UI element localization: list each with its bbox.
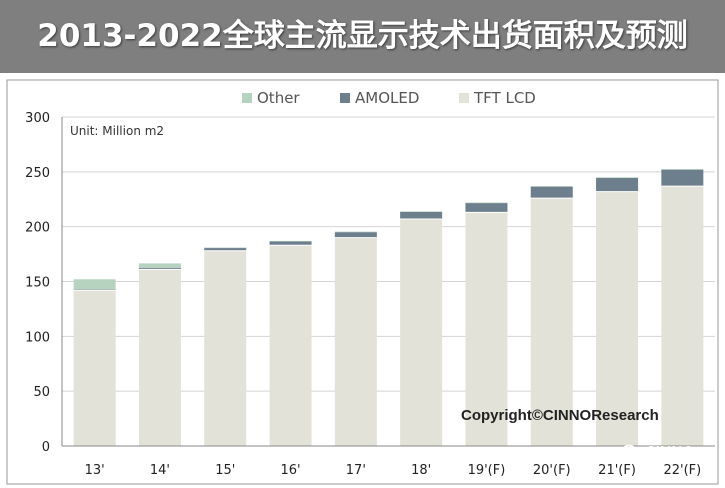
bar-other (661, 169, 704, 170)
bar-amoled (334, 232, 377, 238)
x-tick-label: 17' (346, 463, 366, 478)
x-tick-label: 15' (215, 463, 235, 478)
y-tick-label: 200 (25, 221, 50, 236)
x-tick-label: 14' (150, 463, 170, 478)
bar-amoled (204, 248, 247, 251)
x-tick-label: 18' (411, 463, 431, 478)
bar-other (334, 231, 377, 233)
bar-other (138, 263, 181, 268)
x-tick-label: 20'(F) (533, 463, 571, 478)
x-tick-label: 16' (280, 463, 300, 478)
bar-other (465, 202, 508, 204)
bar-other (269, 240, 312, 242)
unit-label: Unit: Million m2 (70, 124, 164, 138)
bar-amoled (138, 267, 181, 270)
plot-frame (6, 79, 719, 485)
x-tick-label: 21'(F) (598, 463, 636, 478)
bar-amoled (269, 241, 312, 246)
bar-other (596, 177, 639, 178)
bar-other (73, 279, 116, 290)
y-tick-label: 250 (25, 166, 50, 181)
bar-amoled (530, 186, 573, 199)
bar-other (400, 211, 443, 212)
x-axis: 13' 14' 15' 16' 17' 18' 19'(F) 20'(F) 21'(F) 22'(… (62, 445, 715, 478)
legend-label: TFT LCD (473, 89, 536, 107)
y-tick-label: 50 (33, 385, 50, 400)
legend-swatch (242, 93, 252, 103)
legend-label: Other (257, 89, 300, 107)
title-bar (0, 0, 725, 73)
bar-amoled (400, 211, 443, 219)
bar-tft-lcd (530, 198, 573, 446)
bar-amoled (465, 203, 508, 213)
bar-amoled (596, 177, 639, 192)
chart-title: 2013-2022全球主流显示技术出货面积及预测 (37, 18, 688, 54)
bars (73, 169, 704, 446)
y-axis: 0 50 100 150 200 250 300 (25, 111, 63, 455)
bar-tft-lcd (661, 186, 704, 446)
bar-tft-lcd (400, 218, 443, 446)
legend-label: AMOLED (355, 89, 419, 107)
bar-other (530, 186, 573, 187)
bar-tft-lcd (269, 245, 312, 446)
bar-tft-lcd (465, 212, 508, 446)
bar-tft-lcd (334, 237, 377, 446)
x-tick-label: 22'(F) (663, 463, 701, 478)
y-tick-label: 150 (25, 276, 50, 291)
copyright-text: Copyright©CINNOResearch (461, 407, 659, 424)
wechat-icon (621, 444, 642, 461)
bar-tft-lcd (596, 191, 639, 446)
x-tick-label: 19'(F) (468, 463, 506, 478)
bar-other (204, 247, 247, 249)
legend-swatch (459, 93, 469, 103)
bar-tft-lcd (138, 269, 181, 446)
bar-tft-lcd (204, 250, 247, 446)
y-tick-label: 100 (25, 330, 50, 345)
watermark: CINNO (621, 443, 694, 461)
bar-amoled (73, 289, 116, 291)
watermark-text: CINNO (645, 443, 694, 461)
bar-amoled (661, 169, 704, 187)
y-tick-label: 300 (25, 111, 50, 126)
bar-tft-lcd (73, 290, 116, 446)
legend-swatch (340, 93, 350, 103)
x-tick-label: 13' (85, 463, 105, 478)
y-tick-label: 0 (42, 440, 50, 455)
legend: Other AMOLED TFT LCD (242, 89, 536, 107)
